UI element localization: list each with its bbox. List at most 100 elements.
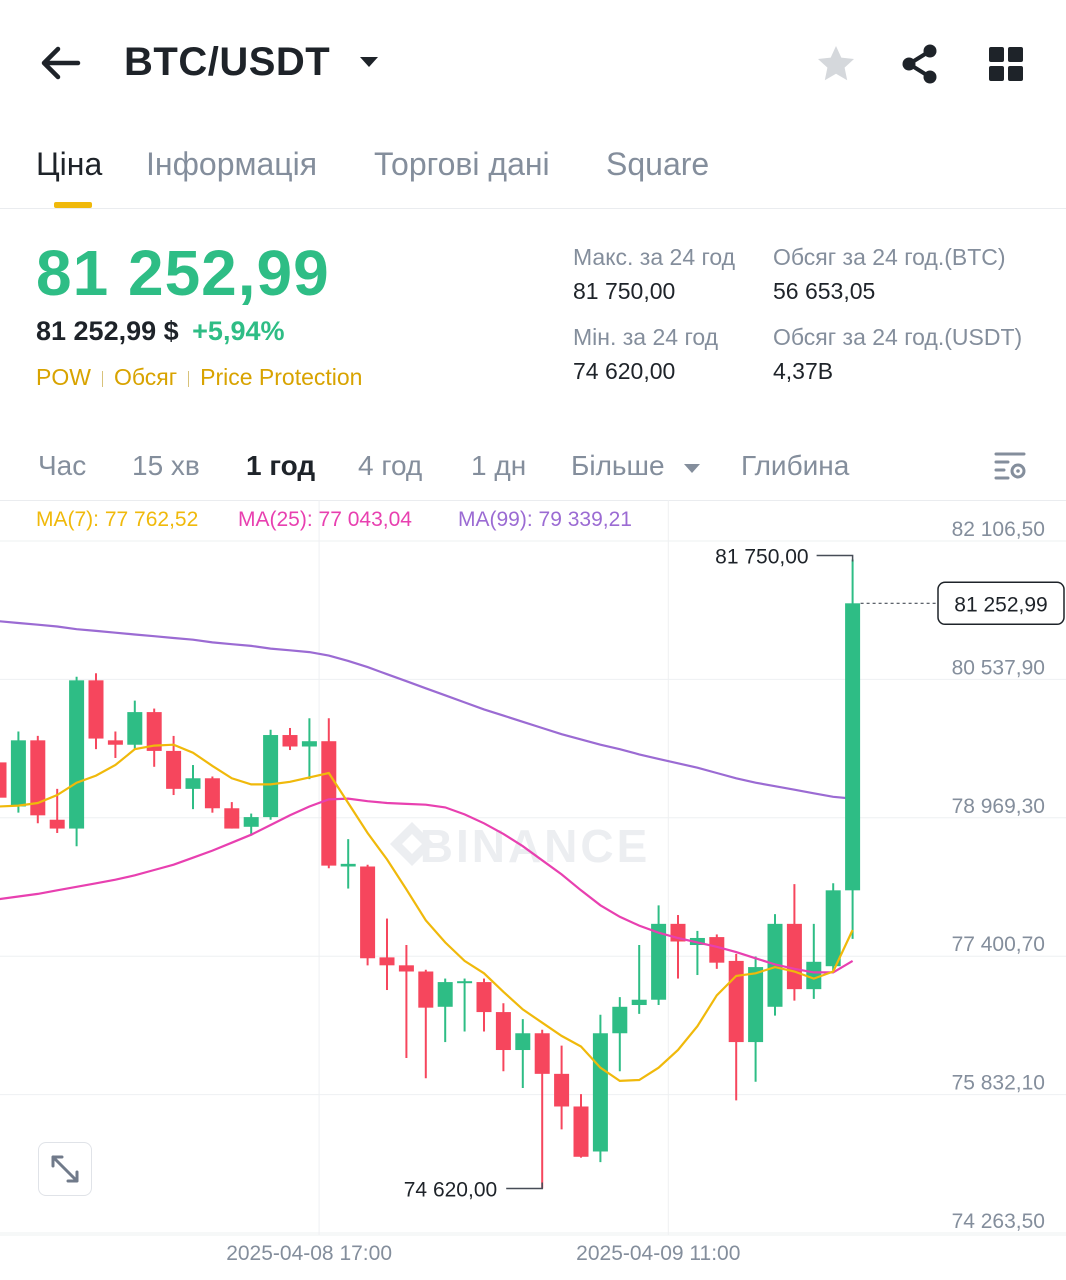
fullscreen-button[interactable] xyxy=(38,1142,92,1196)
candle-body xyxy=(457,981,473,984)
candle-body xyxy=(69,680,85,829)
candle-body xyxy=(30,740,46,816)
candle-body xyxy=(418,971,434,1008)
binance-logo-icon xyxy=(390,822,434,866)
y-axis-label: 78 969,30 xyxy=(952,795,1045,818)
interval-15m[interactable]: 15 хв xyxy=(132,450,200,481)
candle-body xyxy=(243,817,259,827)
ma25-legend: MA(25): 77 043,04 xyxy=(238,508,412,531)
y-axis-label: 75 832,10 xyxy=(952,1072,1045,1095)
interval-1h[interactable]: 1 год xyxy=(246,450,316,481)
ma7-legend: MA(7): 77 762,52 xyxy=(36,508,199,531)
tab-square[interactable]: Square xyxy=(606,146,710,182)
tag-separator xyxy=(101,370,103,387)
current-price-box xyxy=(937,581,1065,626)
candle-body xyxy=(224,808,240,829)
ma99-line xyxy=(0,620,853,800)
low-24h-value: 74 620,00 xyxy=(573,358,676,384)
layout-button[interactable] xyxy=(984,42,1028,86)
candle-body xyxy=(204,778,220,809)
candle-body xyxy=(612,1006,628,1034)
share-button[interactable] xyxy=(898,42,942,86)
high-24h-value: 81 750,00 xyxy=(573,278,676,304)
candle-body xyxy=(495,1012,511,1051)
candle-body xyxy=(806,961,822,990)
candle-body xyxy=(49,819,65,829)
candle-body xyxy=(534,1033,550,1074)
chart-settings-icon xyxy=(994,452,1026,480)
candle-body xyxy=(360,866,376,959)
pair-title[interactable]: BTC/USDT xyxy=(124,40,331,84)
y-axis-label: 80 537,90 xyxy=(952,656,1045,679)
candlestick-chart[interactable]: 82 106,50 80 537,90 78 969,30 77 400,70 75 8… xyxy=(0,500,1066,1280)
interval-time[interactable]: Час xyxy=(38,450,87,481)
y-axis-label: 77 400,70 xyxy=(952,933,1045,956)
low-marker-label: 74 620,00 xyxy=(404,1179,497,1202)
candle-body xyxy=(379,957,395,966)
candle-body xyxy=(107,740,123,745)
price-change: +5,94% xyxy=(192,316,285,346)
candle-body xyxy=(437,982,453,1007)
candle-body xyxy=(185,778,201,789)
interval-more-label: Більше xyxy=(571,450,665,481)
candle-body xyxy=(476,982,492,1013)
tab-price[interactable]: Ціна xyxy=(36,146,103,182)
candle-body xyxy=(554,1073,570,1107)
interval-1d[interactable]: 1 дн xyxy=(471,450,527,481)
x-axis-label: 2025-04-09 11:00 xyxy=(576,1242,740,1265)
interval-4h[interactable]: 4 год xyxy=(358,450,423,481)
candle-body xyxy=(127,712,143,745)
candle-body xyxy=(146,712,162,751)
tag-separator xyxy=(188,370,190,387)
low-marker-line xyxy=(506,1182,543,1190)
high-marker-label: 81 750,00 xyxy=(715,545,808,568)
tab-trading-data[interactable]: Торгові дані xyxy=(374,146,550,182)
candle-body xyxy=(10,740,26,807)
candle-body xyxy=(709,937,725,963)
candle-body xyxy=(786,923,802,990)
candle-body xyxy=(825,890,841,967)
chart-settings-button[interactable] xyxy=(994,450,1028,482)
candle-body xyxy=(592,1033,608,1152)
back-button[interactable] xyxy=(38,40,82,86)
active-tab-indicator xyxy=(54,202,92,208)
y-axis-label: 74 263,50 xyxy=(952,1210,1045,1233)
candle-body xyxy=(631,999,647,1006)
pair-dropdown[interactable] xyxy=(356,52,382,72)
tabs-divider xyxy=(0,208,1066,209)
arrow-left-icon xyxy=(41,46,81,80)
interval-depth[interactable]: Глибина xyxy=(741,450,850,481)
chart-top-divider xyxy=(0,500,1066,501)
tab-info[interactable]: Інформація xyxy=(146,146,318,182)
candle-body xyxy=(166,750,182,789)
candle-body xyxy=(398,965,414,972)
volume-usdt-label: Обсяг за 24 год.(USDT) xyxy=(773,324,1023,350)
ma99-legend: MA(99): 79 339,21 xyxy=(458,508,632,531)
last-price: 81 252,99 xyxy=(36,237,330,309)
caret-down-icon xyxy=(360,57,378,67)
candle-body xyxy=(340,863,356,867)
ma25-line xyxy=(0,797,854,974)
favorite-button[interactable] xyxy=(814,42,858,86)
x-axis-label: 2025-04-08 17:00 xyxy=(226,1242,392,1265)
star-icon xyxy=(818,46,854,81)
binance-watermark: BINANCE xyxy=(420,820,651,872)
high-marker-line xyxy=(816,554,854,562)
volume-usdt-value: 4,37B xyxy=(773,358,834,384)
tag-volume[interactable]: Обсяг xyxy=(113,364,178,390)
candle-body xyxy=(515,1033,531,1051)
tag-row: POW Обсяг Price Protection xyxy=(36,364,362,391)
candle-body xyxy=(651,923,667,1000)
candle-body xyxy=(282,735,298,747)
share-icon xyxy=(902,44,937,84)
ma7-line xyxy=(0,743,854,1083)
tag-price-protection[interactable]: Price Protection xyxy=(200,364,363,390)
candle-body xyxy=(728,960,744,1043)
tag-pow[interactable]: POW xyxy=(36,364,91,390)
high-24h-label: Макс. за 24 год xyxy=(573,244,736,270)
volume-btc-label: Обсяг за 24 год.(BTC) xyxy=(773,244,1006,270)
interval-more[interactable]: Більше xyxy=(571,450,702,482)
candle-body xyxy=(321,741,337,866)
y-axis-label: 82 106,50 xyxy=(952,518,1045,541)
current-price-label: 81 252,99 xyxy=(954,593,1047,616)
